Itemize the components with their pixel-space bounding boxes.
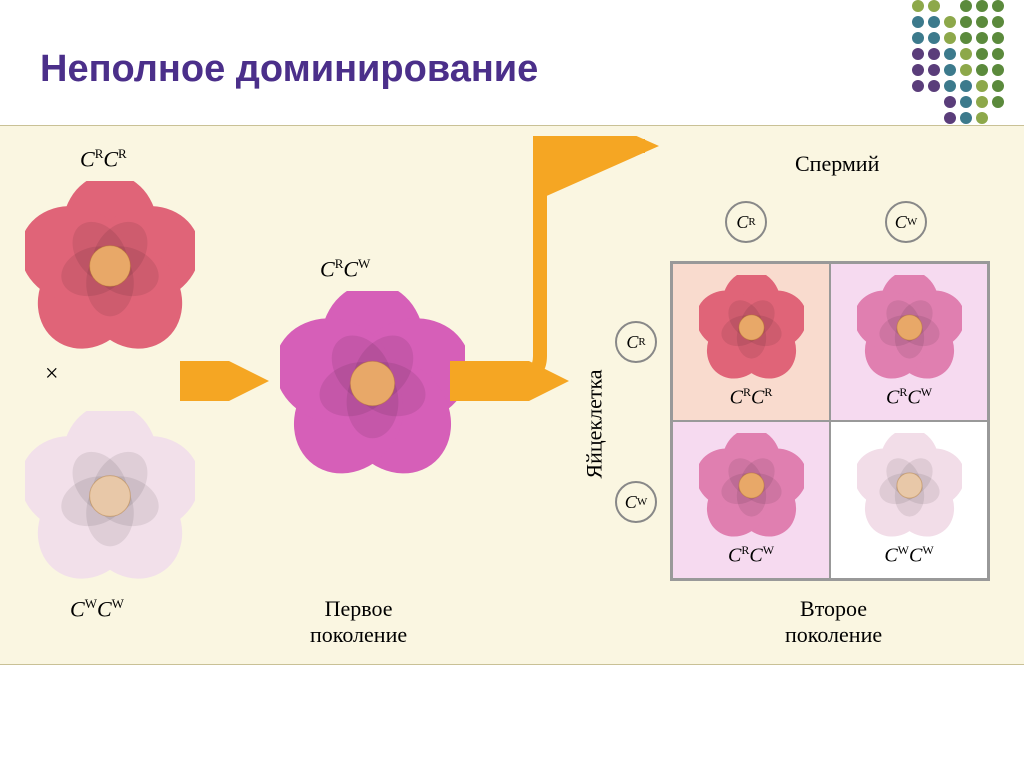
punnett-cell-3: CWCW xyxy=(830,421,988,579)
sperm-label: Спермий xyxy=(795,151,879,177)
punnett-cell-1: CRCW xyxy=(830,263,988,421)
f1-label: Первое поколение xyxy=(310,596,407,648)
parent-white-flower xyxy=(25,411,195,581)
gamete-row-2: CW xyxy=(615,481,657,523)
gamete-col-1: CR xyxy=(725,201,767,243)
parent-white-genotype: CWCW xyxy=(70,596,124,622)
diagram-area: CRCR × CWCW CRCW Первое поколение Сперми… xyxy=(0,125,1024,665)
parent-red-genotype: CRCR xyxy=(80,146,127,172)
dot-matrix-decoration xyxy=(912,0,1004,128)
cross-symbol: × xyxy=(45,361,59,388)
gamete-row-1: CR xyxy=(615,321,657,363)
f2-label: Второе поколение xyxy=(785,596,882,648)
punnett-square: CRCRCRCWCRCWCWCW xyxy=(670,261,990,581)
arrow-f1-to-square xyxy=(450,361,570,406)
f1-flower xyxy=(280,291,465,476)
arrow-parents-to-f1 xyxy=(180,361,270,406)
f1-genotype: CRCW xyxy=(320,256,370,282)
egg-label: Яйцеклетка xyxy=(582,369,608,478)
page-title: Неполное доминирование xyxy=(40,48,538,91)
gamete-col-2: CW xyxy=(885,201,927,243)
punnett-cell-2: CRCW xyxy=(672,421,830,579)
parent-red-flower xyxy=(25,181,195,351)
punnett-cell-0: CRCR xyxy=(672,263,830,421)
